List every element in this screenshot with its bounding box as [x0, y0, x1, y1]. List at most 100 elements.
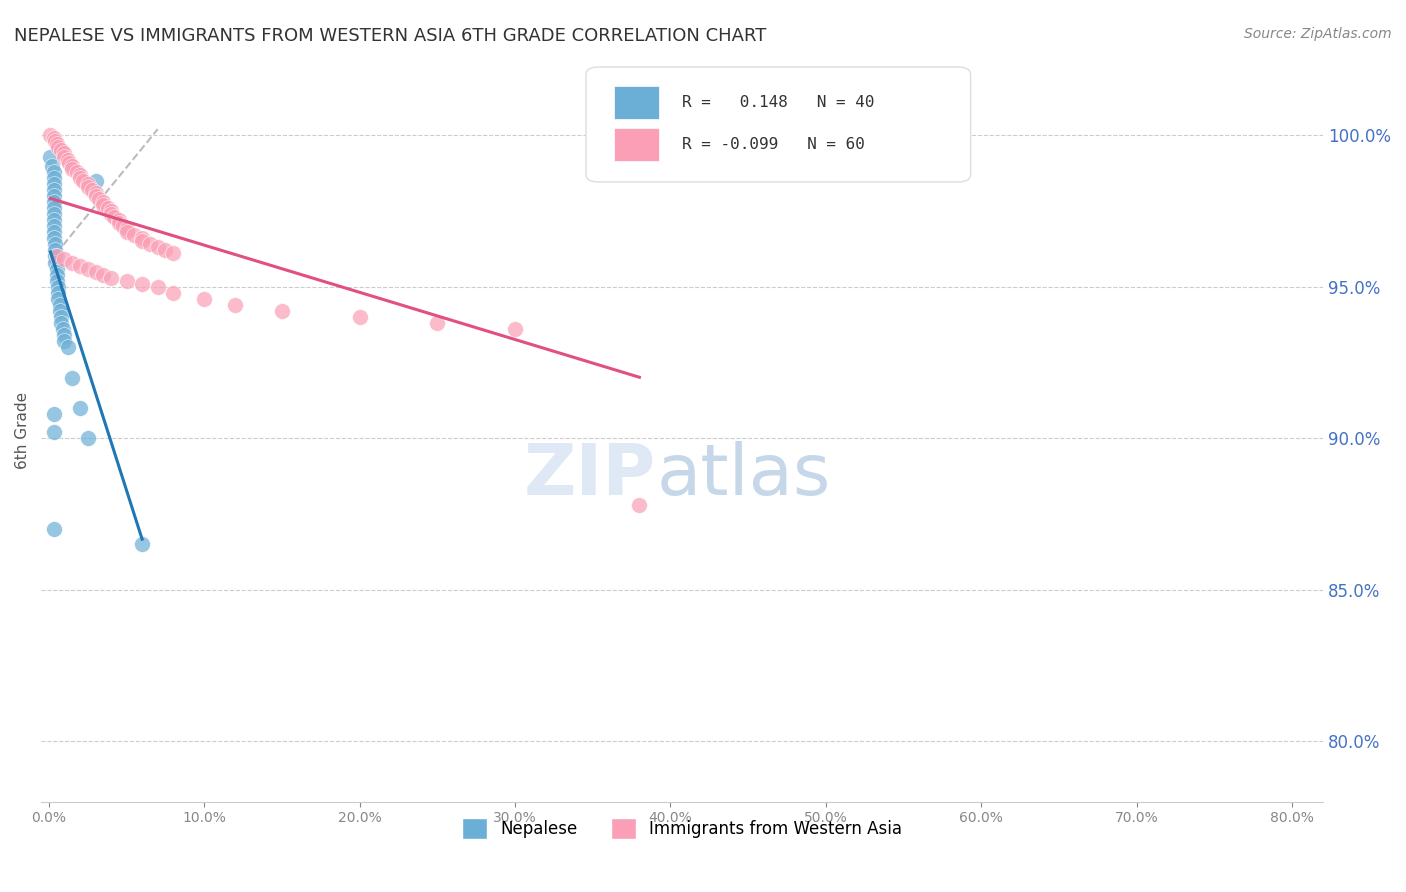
- Point: [224, 298, 246, 312]
- Point: [162, 285, 184, 300]
- Point: [45, 274, 67, 288]
- Point: [53, 146, 76, 161]
- Bar: [614, 128, 659, 161]
- Point: [52, 322, 75, 336]
- Point: [51, 316, 73, 330]
- Point: [44, 237, 66, 252]
- Point: [108, 213, 131, 227]
- Point: [69, 170, 91, 185]
- Point: [46, 279, 69, 293]
- Point: [628, 498, 651, 512]
- Point: [115, 222, 138, 236]
- Point: [91, 268, 114, 282]
- Point: [56, 153, 79, 167]
- Text: ZIP: ZIP: [524, 441, 657, 509]
- Point: [53, 149, 76, 163]
- Text: atlas: atlas: [657, 441, 831, 509]
- Text: NEPALESE VS IMMIGRANTS FROM WESTERN ASIA 6TH GRADE CORRELATION CHART: NEPALESE VS IMMIGRANTS FROM WESTERN ASIA…: [14, 27, 766, 45]
- Point: [42, 207, 65, 221]
- Point: [115, 274, 138, 288]
- Point: [42, 170, 65, 185]
- Point: [39, 149, 62, 163]
- Point: [76, 431, 98, 445]
- Point: [503, 322, 526, 336]
- Point: [84, 264, 107, 278]
- Point: [66, 164, 89, 178]
- Point: [60, 161, 83, 176]
- Point: [49, 304, 72, 318]
- Point: [60, 159, 83, 173]
- Point: [45, 250, 67, 264]
- Point: [69, 259, 91, 273]
- Point: [82, 183, 104, 197]
- Text: R =   0.148   N = 40: R = 0.148 N = 40: [682, 95, 875, 110]
- Point: [51, 144, 73, 158]
- Point: [46, 140, 69, 154]
- Point: [58, 155, 80, 169]
- Point: [146, 279, 169, 293]
- Point: [97, 201, 120, 215]
- Point: [131, 235, 153, 249]
- Point: [42, 522, 65, 536]
- Point: [155, 244, 177, 258]
- Point: [42, 164, 65, 178]
- Point: [46, 285, 69, 300]
- Point: [139, 237, 162, 252]
- Bar: [614, 86, 659, 119]
- Point: [51, 310, 73, 324]
- Point: [193, 292, 215, 306]
- Point: [42, 219, 65, 234]
- Point: [49, 298, 72, 312]
- Point: [112, 219, 135, 234]
- Point: [87, 192, 110, 206]
- Point: [91, 198, 114, 212]
- Point: [42, 189, 65, 203]
- Point: [426, 316, 449, 330]
- Point: [44, 250, 66, 264]
- Point: [60, 370, 83, 384]
- Point: [44, 255, 66, 269]
- Point: [41, 159, 63, 173]
- Point: [42, 131, 65, 145]
- Point: [69, 401, 91, 415]
- Y-axis label: 6th Grade: 6th Grade: [15, 392, 30, 469]
- Point: [44, 244, 66, 258]
- Point: [108, 216, 131, 230]
- Point: [53, 252, 76, 267]
- Point: [131, 537, 153, 551]
- Point: [42, 407, 65, 421]
- Point: [91, 194, 114, 209]
- Point: [84, 186, 107, 200]
- Point: [103, 210, 125, 224]
- Point: [72, 174, 94, 188]
- Point: [42, 213, 65, 227]
- Point: [42, 183, 65, 197]
- Point: [42, 201, 65, 215]
- Point: [60, 255, 83, 269]
- Point: [146, 240, 169, 254]
- Point: [349, 310, 371, 324]
- Point: [131, 277, 153, 291]
- Legend: Nepalese, Immigrants from Western Asia: Nepalese, Immigrants from Western Asia: [456, 812, 908, 846]
- Point: [44, 134, 66, 148]
- FancyBboxPatch shape: [586, 67, 970, 182]
- Point: [84, 174, 107, 188]
- Point: [628, 128, 651, 143]
- Point: [46, 292, 69, 306]
- Point: [69, 168, 91, 182]
- Point: [76, 179, 98, 194]
- Point: [100, 204, 122, 219]
- Point: [42, 177, 65, 191]
- Point: [131, 231, 153, 245]
- Point: [115, 225, 138, 239]
- Point: [56, 340, 79, 354]
- Point: [39, 128, 62, 143]
- Point: [42, 425, 65, 439]
- Point: [271, 304, 294, 318]
- Point: [84, 189, 107, 203]
- Point: [100, 207, 122, 221]
- Point: [100, 270, 122, 285]
- Point: [42, 225, 65, 239]
- Point: [45, 261, 67, 276]
- Point: [45, 137, 67, 152]
